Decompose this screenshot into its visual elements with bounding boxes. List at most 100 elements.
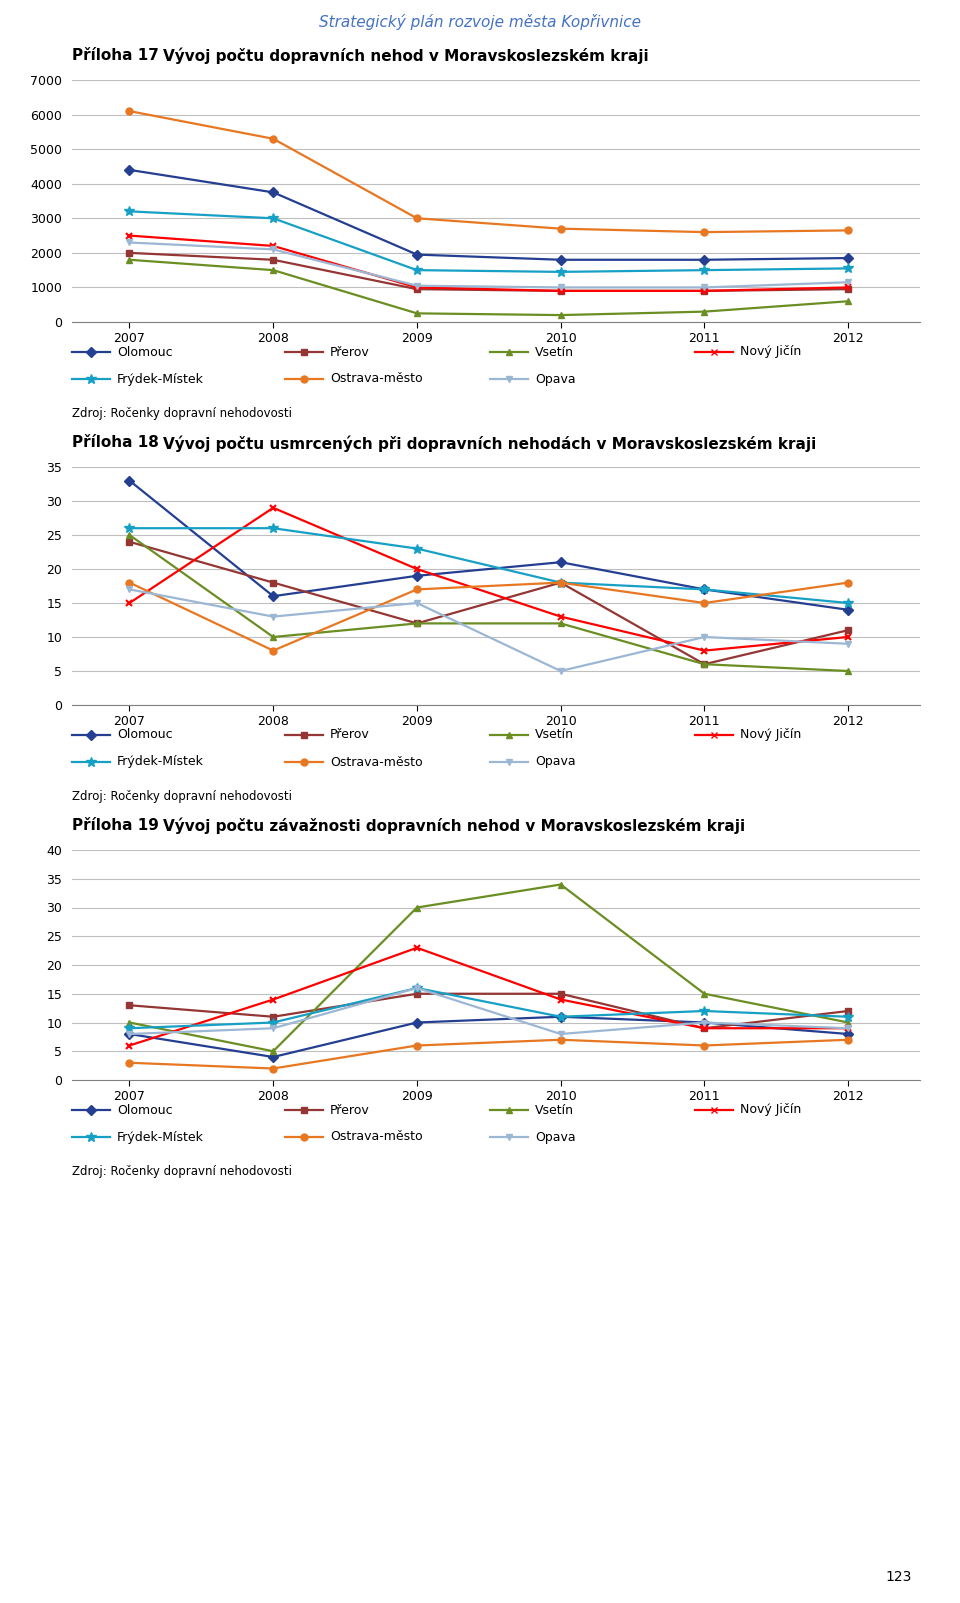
Text: Opava: Opava: [535, 1130, 576, 1143]
Line: Ostrava-město: Ostrava-město: [126, 579, 852, 654]
Vsetín: [842, 1013, 853, 1032]
Line: Přerov: Přerov: [126, 539, 852, 668]
Vsetín: [124, 250, 135, 269]
Olomouc: [268, 1047, 279, 1066]
Frýdek-Místek: [268, 519, 279, 539]
Opava: [268, 1018, 279, 1037]
Přerov: [124, 995, 135, 1015]
Text: Opava: Opava: [535, 755, 576, 768]
Vsetín: [268, 1042, 279, 1061]
Vsetín: [411, 898, 422, 917]
Vsetín: [555, 875, 566, 894]
Vsetín: [555, 614, 566, 633]
Line: Ostrava-město: Ostrava-město: [126, 107, 852, 236]
Ostrava-město: [842, 221, 853, 240]
Nový Jičín: [411, 277, 422, 297]
Nový Jičín: [411, 938, 422, 957]
Ostrava-město: [124, 1053, 135, 1072]
Ostrava-město: [842, 1031, 853, 1050]
Vsetín: [124, 526, 135, 545]
Ostrava-město: [268, 1060, 279, 1079]
Line: Ostrava-město: Ostrava-město: [126, 1036, 852, 1072]
Přerov: [699, 281, 710, 300]
Ostrava-město: [555, 220, 566, 239]
Frýdek-Místek: [842, 593, 853, 612]
Olomouc: [124, 160, 135, 180]
Přerov: [268, 572, 279, 592]
Vsetín: [411, 303, 422, 322]
Text: Příloha 19: Příloha 19: [72, 818, 158, 834]
Ostrava-město: [555, 572, 566, 592]
Text: Olomouc: Olomouc: [117, 728, 173, 742]
Line: Olomouc: Olomouc: [126, 167, 852, 263]
Line: Přerov: Přerov: [126, 991, 852, 1032]
Frýdek-Místek: [699, 1002, 710, 1021]
Text: Přerov: Přerov: [330, 728, 370, 742]
Line: Přerov: Přerov: [126, 250, 852, 295]
Ostrava-město: [842, 572, 853, 592]
Vsetín: [699, 984, 710, 1003]
Nový Jičín: [124, 226, 135, 245]
Přerov: [268, 250, 279, 269]
Line: Nový Jičín: Nový Jičín: [126, 232, 852, 295]
Line: Vsetín: Vsetín: [126, 256, 852, 319]
Frýdek-Místek: [124, 202, 135, 221]
Opava: [411, 593, 422, 612]
Text: Příloha 17: Příloha 17: [72, 48, 158, 63]
Text: Frýdek-Místek: Frýdek-Místek: [117, 372, 204, 385]
Opava: [842, 1018, 853, 1037]
Frýdek-Místek: [268, 1013, 279, 1032]
Frýdek-Místek: [555, 572, 566, 592]
Ostrava-město: [411, 580, 422, 600]
Text: Frýdek-Místek: Frýdek-Místek: [117, 755, 204, 768]
Nový Jičín: [555, 991, 566, 1010]
Text: Olomouc: Olomouc: [117, 1103, 173, 1117]
Opava: [268, 608, 279, 627]
Nový Jičín: [268, 991, 279, 1010]
Olomouc: [555, 250, 566, 269]
Olomouc: [124, 1024, 135, 1044]
Olomouc: [124, 471, 135, 491]
Olomouc: [842, 248, 853, 268]
Frýdek-Místek: [268, 208, 279, 228]
Nový Jičín: [699, 1018, 710, 1037]
Text: Olomouc: Olomouc: [117, 346, 173, 359]
Opava: [124, 580, 135, 600]
Ostrava-město: [411, 1036, 422, 1055]
Frýdek-Místek: [555, 1007, 566, 1026]
Opava: [842, 273, 853, 292]
Olomouc: [699, 1013, 710, 1032]
Ostrava-město: [555, 1031, 566, 1050]
Text: Nový Jičín: Nový Jičín: [740, 346, 802, 359]
Přerov: [842, 1002, 853, 1021]
Nový Jičín: [124, 593, 135, 612]
Text: Ostrava-město: Ostrava-město: [330, 1130, 422, 1143]
Olomouc: [555, 553, 566, 572]
Line: Opava: Opava: [126, 239, 852, 290]
Přerov: [699, 1018, 710, 1037]
Text: Zdroj: Ročenky dopravní nehodovosti: Zdroj: Ročenky dopravní nehodovosti: [72, 790, 292, 803]
Přerov: [555, 984, 566, 1003]
Text: Příloha 18: Příloha 18: [72, 434, 158, 450]
Text: Vsetín: Vsetín: [535, 1103, 574, 1117]
Přerov: [124, 532, 135, 551]
Olomouc: [268, 183, 279, 202]
Vsetín: [124, 1013, 135, 1032]
Frýdek-Místek: [411, 539, 422, 558]
Opava: [699, 1013, 710, 1032]
Opava: [268, 240, 279, 260]
Olomouc: [411, 245, 422, 264]
Ostrava-město: [411, 208, 422, 228]
Olomouc: [555, 1007, 566, 1026]
Vsetín: [555, 306, 566, 325]
Frýdek-Místek: [411, 261, 422, 281]
Text: Vsetín: Vsetín: [535, 728, 574, 742]
Opava: [411, 276, 422, 295]
Text: 123: 123: [886, 1569, 912, 1584]
Frýdek-Místek: [842, 1007, 853, 1026]
Ostrava-město: [268, 641, 279, 660]
Opava: [555, 662, 566, 681]
Line: Vsetín: Vsetín: [126, 882, 852, 1055]
Přerov: [555, 572, 566, 592]
Frýdek-Místek: [699, 580, 710, 600]
